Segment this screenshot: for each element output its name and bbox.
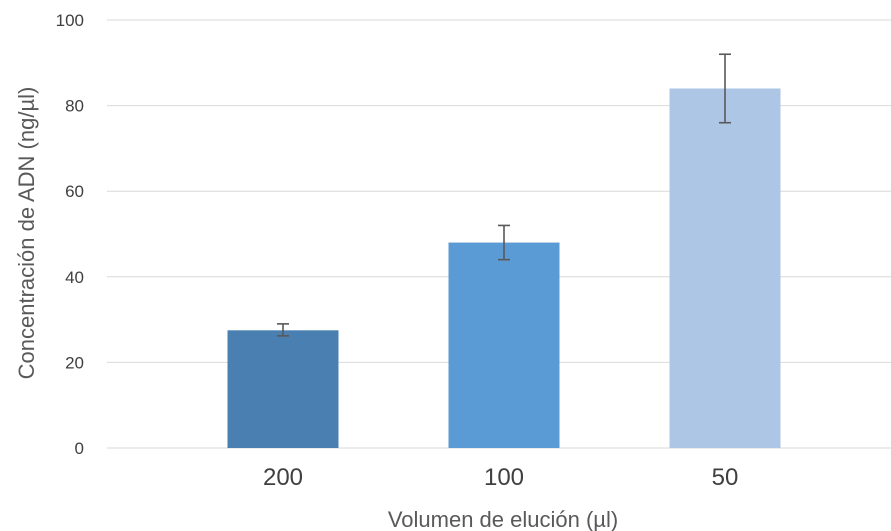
bar-200 xyxy=(227,330,339,448)
y-tick-label: 60 xyxy=(65,182,84,201)
y-tick-label: 20 xyxy=(65,353,84,372)
y-tick-label: 100 xyxy=(56,11,84,30)
bar-50 xyxy=(669,88,781,448)
bar-100 xyxy=(448,242,560,448)
x-tick-label: 200 xyxy=(263,464,303,491)
y-tick-label: 80 xyxy=(65,97,84,116)
y-axis-ticks: 0 20 40 60 80 100 xyxy=(56,11,84,458)
error-bar-50 xyxy=(719,53,731,124)
y-tick-label: 40 xyxy=(65,268,84,287)
y-axis-title: Concentración de ADN (ng/µl) xyxy=(14,87,39,380)
x-tick-label: 50 xyxy=(712,464,739,491)
error-bar-100 xyxy=(498,224,510,261)
error-bar-200 xyxy=(277,323,289,337)
bars xyxy=(227,88,781,448)
error-bars xyxy=(277,53,731,337)
x-axis-title: Volumen de elución (µl) xyxy=(388,507,618,531)
x-axis-ticks: 200 100 50 xyxy=(263,464,738,491)
x-tick-label: 100 xyxy=(484,464,524,491)
y-tick-label: 0 xyxy=(75,439,84,458)
